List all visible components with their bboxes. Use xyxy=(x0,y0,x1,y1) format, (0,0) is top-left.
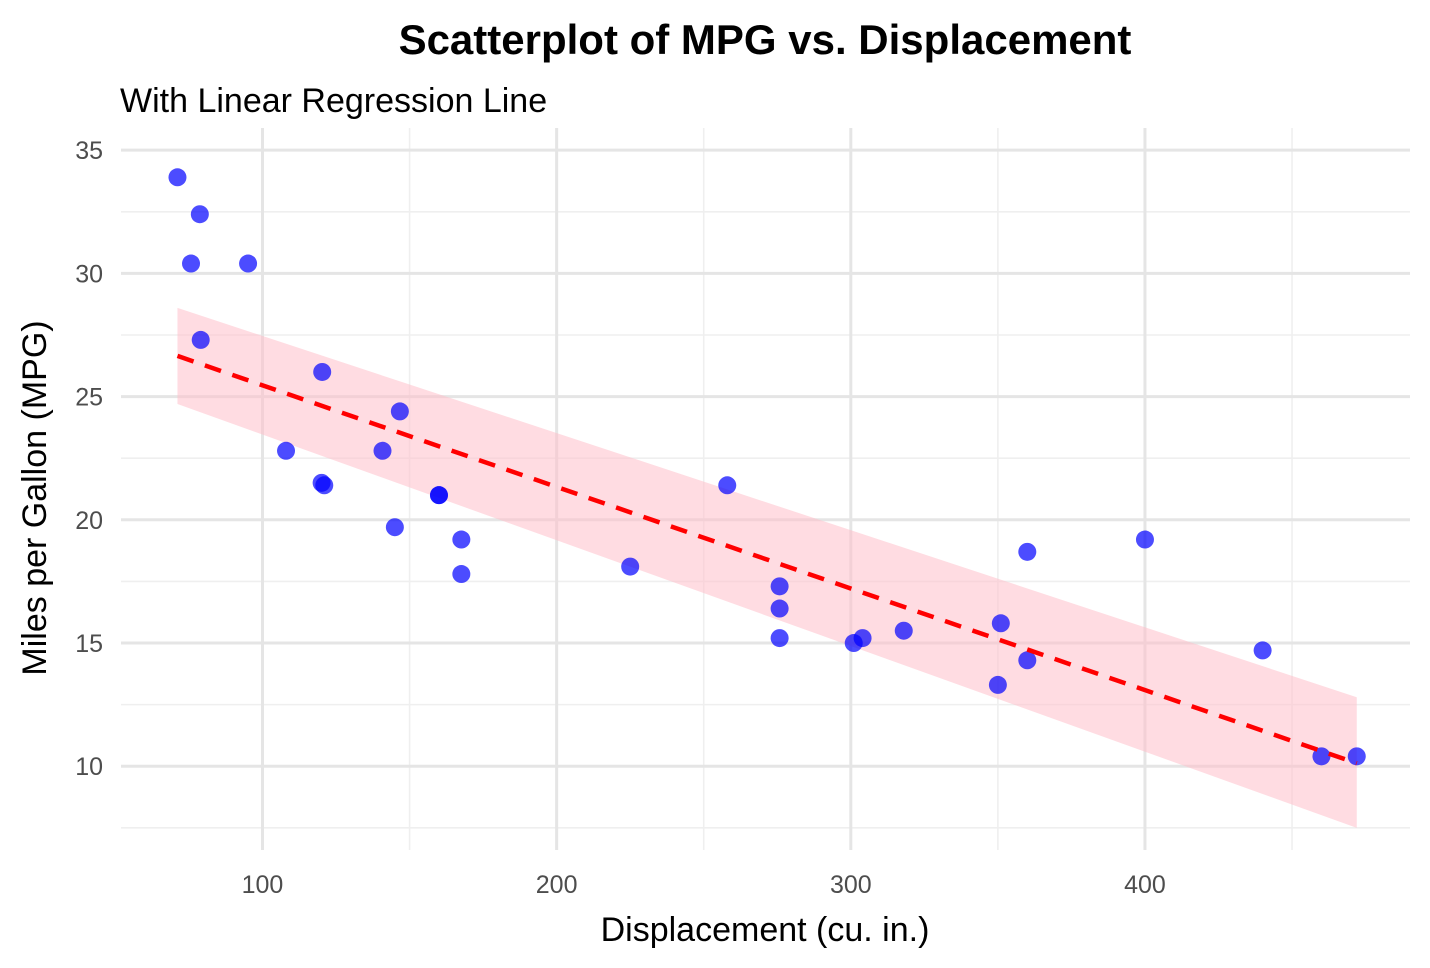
data-point xyxy=(452,565,471,584)
data-point xyxy=(1018,651,1037,670)
x-axis-title: Displacement (cu. in.) xyxy=(601,911,930,949)
y-tick-label: 35 xyxy=(75,137,103,165)
x-tick-labels: 100 200 300 400 xyxy=(242,871,1166,899)
data-point xyxy=(770,577,789,596)
data-point xyxy=(191,330,210,349)
data-point xyxy=(1312,747,1331,766)
data-point xyxy=(991,614,1010,633)
confidence-band-area xyxy=(177,307,1357,828)
data-point xyxy=(1253,641,1272,660)
y-tick-label: 15 xyxy=(75,630,103,658)
data-point xyxy=(429,486,448,505)
regression-line-group xyxy=(176,353,1358,766)
x-tick-label: 400 xyxy=(1124,871,1166,899)
data-point xyxy=(390,402,409,421)
data-point xyxy=(621,557,640,576)
x-tick-label: 300 xyxy=(830,871,872,899)
data-point xyxy=(844,634,863,653)
y-tick-label: 20 xyxy=(75,507,103,535)
y-tick-label: 10 xyxy=(75,753,103,781)
data-point xyxy=(452,530,471,549)
confidence-band xyxy=(177,307,1357,828)
data-point xyxy=(894,621,913,640)
x-tick-label: 100 xyxy=(242,871,284,899)
data-point xyxy=(190,205,209,224)
chart-subtitle: With Linear Regression Line xyxy=(120,82,547,120)
data-point xyxy=(239,254,258,273)
data-point xyxy=(770,629,789,648)
y-tick-labels: 10 15 20 25 30 35 xyxy=(75,137,103,781)
regression-line xyxy=(176,353,1358,766)
data-point xyxy=(770,599,789,618)
data-point xyxy=(988,675,1007,694)
data-point xyxy=(313,362,332,381)
y-tick-label: 30 xyxy=(75,260,103,288)
x-tick-label: 200 xyxy=(536,871,578,899)
y-tick-label: 25 xyxy=(75,384,103,412)
data-point xyxy=(315,476,334,495)
data-point xyxy=(718,476,737,495)
data-point xyxy=(1347,747,1366,766)
chart-title: Scatterplot of MPG vs. Displacement xyxy=(399,16,1132,63)
data-point xyxy=(1135,530,1154,549)
y-axis-title: Miles per Gallon (MPG) xyxy=(16,320,54,675)
data-point xyxy=(168,168,187,187)
data-point xyxy=(277,441,296,460)
data-point xyxy=(182,254,201,273)
data-point xyxy=(1018,542,1037,561)
data-point xyxy=(385,518,404,537)
data-points xyxy=(168,168,1366,766)
data-point xyxy=(373,441,392,460)
